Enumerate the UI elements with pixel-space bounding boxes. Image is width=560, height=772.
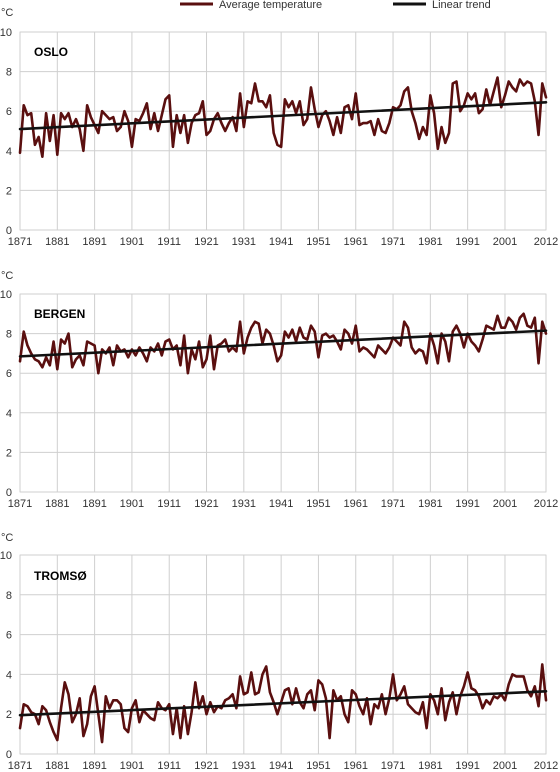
x-tick-label: 1941	[269, 760, 293, 772]
y-tick-label: 0	[6, 487, 12, 499]
x-tick-label: 1891	[82, 236, 106, 248]
x-tick-label: 1981	[418, 760, 442, 772]
linear-trend-line	[18, 690, 548, 717]
x-tick-label: 1891	[82, 760, 106, 772]
x-tick-label: 2001	[493, 760, 517, 772]
x-tick-label: 1971	[381, 498, 405, 510]
x-tick-label: 1881	[45, 498, 69, 510]
x-tick-label: 1931	[232, 498, 256, 510]
x-tick-label: 1921	[194, 498, 218, 510]
x-tick-label: 1971	[381, 760, 405, 772]
panel-title: OSLO	[34, 45, 68, 59]
x-tick-label: 1921	[194, 236, 218, 248]
y-tick-label: 4	[6, 146, 12, 158]
x-tick-label: 1981	[418, 498, 442, 510]
x-tick-label: 1911	[157, 760, 181, 772]
y-tick-label: 6	[6, 630, 12, 642]
y-tick-label: 2	[6, 447, 12, 459]
x-tick-label: 1901	[120, 236, 144, 248]
x-tick-label: 1991	[455, 236, 479, 248]
x-tick-label: 1991	[455, 760, 479, 772]
x-tick-label: 1951	[306, 498, 330, 510]
x-tick-label: 2012	[534, 236, 558, 248]
x-tick-label: 1961	[344, 760, 368, 772]
x-tick-label: 1971	[381, 236, 405, 248]
panel-title: TROMSØ	[34, 569, 87, 583]
grid	[19, 293, 547, 493]
legend: Average temperature Linear trend	[180, 0, 491, 11]
series-layer	[18, 312, 548, 375]
x-tick-label: 2012	[534, 760, 558, 772]
x-tick-label: 1901	[120, 760, 144, 772]
grid	[19, 31, 547, 231]
average-temperature-line	[18, 76, 548, 159]
y-tick-label: 6	[6, 106, 12, 118]
x-tick-label: 1941	[269, 498, 293, 510]
x-tick-label: 2001	[493, 498, 517, 510]
x-tick-label: 2012	[534, 498, 558, 510]
x-tick-label: 1921	[194, 760, 218, 772]
x-tick-labels: 1871 1881 1891 1901 1911 1921 1931 1941 1951 1961…	[8, 236, 558, 248]
y-unit-label: °C	[1, 7, 13, 19]
plot-frame	[19, 293, 547, 493]
x-tick-label: 1991	[455, 498, 479, 510]
x-tick-label: 1871	[8, 760, 32, 772]
y-tick-label: 8	[6, 590, 12, 602]
series-layer	[18, 76, 548, 159]
y-tick-label: 10	[0, 289, 12, 301]
x-tick-label: 1941	[269, 236, 293, 248]
x-tick-label: 1881	[45, 236, 69, 248]
x-tick-label: 1951	[306, 236, 330, 248]
y-tick-labels: 0 2 4 6 8 10	[0, 27, 12, 237]
series-layer	[18, 663, 548, 744]
y-tick-label: 0	[6, 749, 12, 761]
y-tick-label: 8	[6, 329, 12, 341]
x-tick-labels: 1871 1881 1891 1901 1911 1921 1931 1941 1951 1961…	[8, 498, 558, 510]
y-tick-label: 10	[0, 550, 12, 562]
linear-trend-line	[18, 329, 548, 358]
y-tick-label: 0	[6, 225, 12, 237]
y-tick-label: 8	[6, 67, 12, 79]
x-tick-labels: 1871 1881 1891 1901 1911 1921 1931 1941 1951 1961…	[8, 760, 558, 772]
x-tick-label: 1911	[157, 498, 181, 510]
x-tick-label: 1961	[344, 236, 368, 248]
x-tick-label: 1911	[157, 236, 181, 248]
x-tick-label: 1931	[232, 236, 256, 248]
x-tick-label: 1951	[306, 760, 330, 772]
average-temperature-line	[18, 663, 548, 744]
panel-title: BERGEN	[34, 307, 85, 321]
x-tick-label: 1901	[120, 498, 144, 510]
y-tick-label: 4	[6, 408, 12, 420]
linear-trend-line	[18, 100, 548, 131]
x-tick-label: 1871	[8, 236, 32, 248]
y-tick-label: 2	[6, 185, 12, 197]
x-tick-label: 1881	[45, 760, 69, 772]
y-tick-label: 6	[6, 368, 12, 380]
x-tick-label: 2001	[493, 236, 517, 248]
x-tick-label: 1871	[8, 498, 32, 510]
legend-average-label: Average temperature	[219, 0, 322, 11]
y-tick-labels: 0 2 4 6 8 10	[0, 550, 12, 761]
x-tick-label: 1981	[418, 236, 442, 248]
y-unit-label: °C	[1, 270, 13, 282]
y-unit-label: °C	[1, 532, 13, 544]
y-tick-label: 2	[6, 709, 12, 721]
y-tick-label: 4	[6, 669, 12, 681]
y-tick-label: 10	[0, 27, 12, 39]
x-tick-label: 1961	[344, 498, 368, 510]
x-tick-label: 1931	[232, 760, 256, 772]
x-tick-label: 1891	[82, 498, 106, 510]
legend-trend-label: Linear trend	[432, 0, 491, 11]
y-tick-labels: 0 2 4 6 8 10	[0, 289, 12, 499]
